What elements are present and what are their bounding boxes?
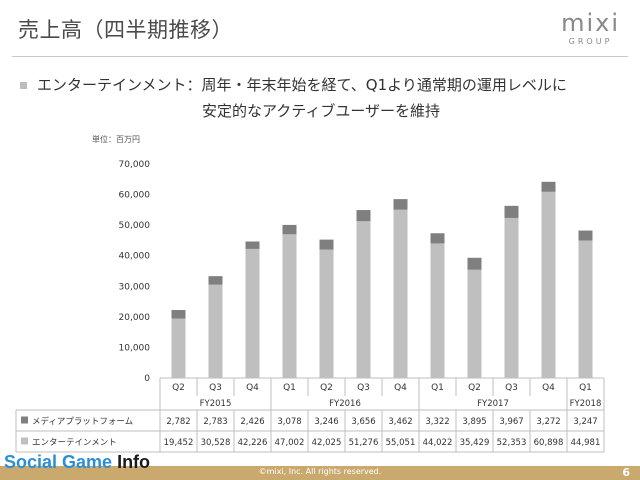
bar-entertainment — [541, 191, 556, 378]
data-table-cell: 44,981 — [571, 438, 601, 448]
logo-subtext: GROUP — [568, 37, 613, 46]
table-row-label: メディアプラットフォーム — [32, 416, 133, 427]
bar-media-platform — [245, 241, 260, 249]
bar-entertainment — [245, 248, 260, 378]
data-table-cell: 42,226 — [238, 438, 268, 448]
bar-media-platform — [319, 239, 334, 250]
data-table-cell: 3,895 — [462, 417, 486, 427]
y-tick-label: 40,000 — [119, 252, 151, 262]
x-tick-label: Q1 — [579, 383, 592, 393]
legend-swatch — [21, 437, 28, 445]
page-number: 6 — [622, 466, 630, 479]
bullet-text-line2: 安定的なアクティブユーザーを維持 — [202, 102, 441, 120]
bar-entertainment — [319, 249, 334, 378]
data-table-cell: 2,782 — [166, 417, 190, 427]
bar-media-platform — [393, 199, 408, 210]
x-tick-label: Q2 — [172, 383, 185, 393]
unit-label: 単位：百万円 — [92, 134, 140, 144]
data-table-cell: 3,656 — [351, 417, 375, 427]
bar-entertainment — [393, 209, 408, 378]
y-tick-label: 20,000 — [119, 313, 151, 323]
data-table-cell: 3,078 — [277, 417, 301, 427]
bar-media-platform — [282, 224, 297, 235]
footer-copyright: ©mixi, Inc. All rights reserved. — [258, 467, 382, 476]
x-tick-label: Q1 — [283, 383, 296, 393]
page-title: 売上高（四半期推移） — [18, 18, 233, 42]
data-table-cell: 3,246 — [314, 417, 338, 427]
fiscal-year-label: FY2017 — [477, 399, 509, 409]
x-tick-label: Q3 — [505, 383, 518, 393]
data-table-cell: 30,528 — [201, 438, 231, 448]
x-tick-label: Q2 — [320, 383, 333, 393]
y-tick-label: 60,000 — [119, 191, 151, 201]
footer-bar — [0, 466, 640, 480]
bar-media-platform — [208, 276, 223, 285]
data-table-cell: 2,783 — [203, 417, 227, 427]
data-table-cell: 42,025 — [312, 438, 342, 448]
social-game-info-watermark: Social Game Info — [4, 452, 150, 473]
x-tick-label: Q4 — [542, 383, 555, 393]
bar-media-platform — [541, 181, 556, 192]
fiscal-year-label: FY2015 — [200, 399, 232, 409]
bullet-point: エンターテインメント：周年・年末年始を経て、Q1より通常期の運用レベルに — [20, 74, 620, 95]
legend-swatch — [21, 416, 28, 424]
bar-entertainment — [171, 318, 186, 378]
data-table-cell: 3,967 — [499, 417, 523, 427]
data-table-cell: 55,051 — [386, 438, 416, 448]
x-tick-label: Q3 — [209, 383, 222, 393]
fiscal-year-label: FY2016 — [329, 399, 361, 409]
y-tick-label: 70,000 — [119, 160, 151, 170]
bullet-square-icon — [20, 82, 27, 89]
logo-wordmark: mixi — [561, 9, 620, 37]
x-tick-label: Q4 — [394, 383, 407, 393]
data-table-cell: 3,462 — [388, 417, 412, 427]
bar-entertainment — [467, 269, 482, 378]
mixi-group-logo: mixi GROUP — [561, 10, 620, 46]
data-table-cell: 44,022 — [423, 438, 453, 448]
data-table-cell: 3,272 — [536, 417, 560, 427]
bar-media-platform — [578, 230, 593, 241]
bar-media-platform — [430, 233, 445, 244]
bar-entertainment — [208, 284, 223, 378]
data-table-cell: 2,426 — [240, 417, 264, 427]
bar-media-platform — [467, 257, 482, 270]
data-table-cell: 51,276 — [349, 438, 379, 448]
bar-media-platform — [171, 310, 186, 319]
data-table-cell: 47,002 — [275, 438, 305, 448]
bar-entertainment — [430, 243, 445, 378]
data-table-cell: 52,353 — [497, 438, 527, 448]
bar-entertainment — [504, 217, 519, 378]
bullet-text-line1: エンターテインメント：周年・年末年始を経て、Q1より通常期の運用レベルに — [37, 76, 567, 94]
x-tick-label: Q3 — [357, 383, 370, 393]
data-table-cell: 3,322 — [425, 417, 449, 427]
y-tick-label: 50,000 — [119, 221, 151, 231]
bar-entertainment — [356, 221, 371, 378]
bar-entertainment — [578, 240, 593, 378]
bar-media-platform — [356, 210, 371, 222]
fiscal-year-label: FY2018 — [570, 399, 602, 409]
bar-media-platform — [504, 205, 519, 218]
bar-entertainment — [282, 234, 297, 378]
y-tick-label: 10,000 — [119, 343, 151, 353]
data-table-cell: 3,247 — [573, 417, 597, 427]
y-tick-label: 30,000 — [119, 282, 151, 292]
data-table-cell: 35,429 — [460, 438, 490, 448]
y-tick-label: 0 — [144, 374, 150, 384]
x-tick-label: Q1 — [431, 383, 444, 393]
data-table-cell: 19,452 — [164, 438, 194, 448]
x-tick-label: Q4 — [246, 383, 259, 393]
watermark-text-b: Info — [117, 452, 151, 472]
table-row-label: エンターテインメント — [32, 438, 117, 448]
watermark-text-a: Social Game — [4, 452, 118, 472]
data-table-cell: 60,898 — [534, 438, 564, 448]
x-tick-label: Q2 — [468, 383, 481, 393]
revenue-chart: 単位：百万円 0 10,000 20,000 30,000 40,000 50,000 60,… — [15, 134, 605, 453]
title-divider — [12, 56, 628, 57]
